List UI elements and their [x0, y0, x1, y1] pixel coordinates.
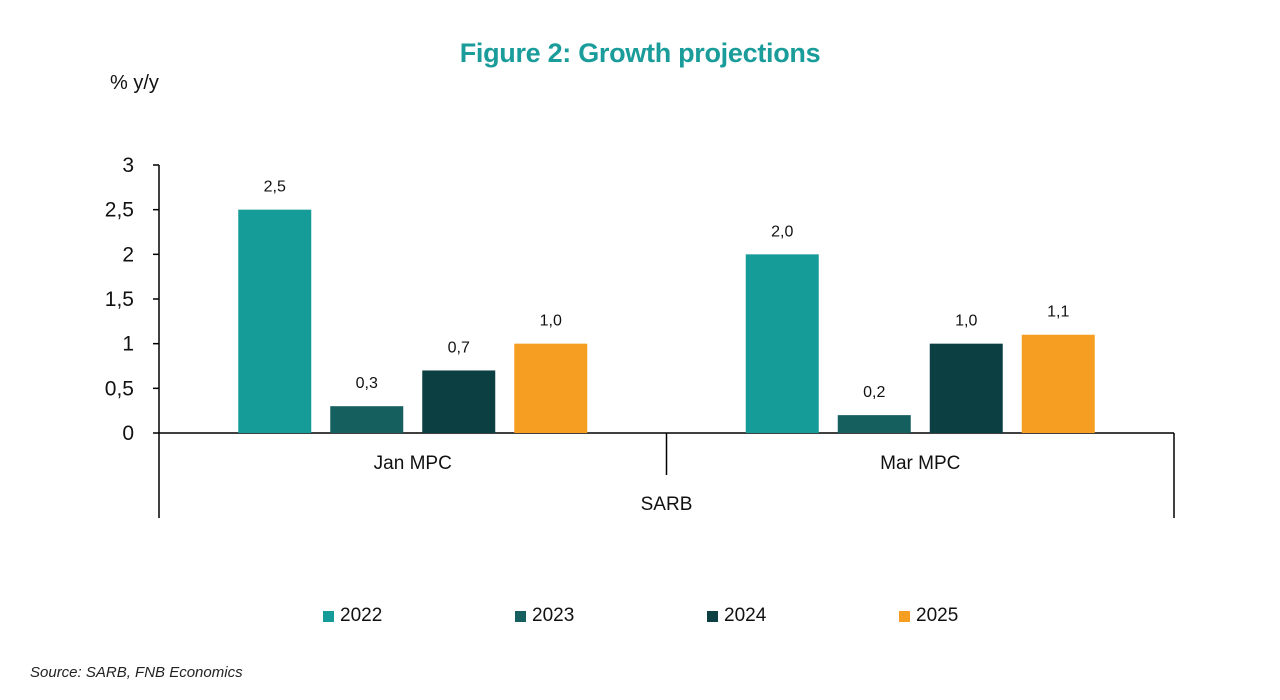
- data-labels: 2,5 0,3 0,7 1,0 2,0 0,2 1,0 1,1: [264, 179, 1070, 401]
- y-tick-label: 3: [122, 154, 134, 177]
- axes: 0 0,5 1 1,5 2 2,5 3 Jan MPC Mar MPC SARB: [105, 154, 1175, 518]
- x-group-label: SARB: [641, 494, 693, 515]
- bar: [422, 370, 496, 433]
- y-tick-label: 0: [122, 422, 134, 445]
- bar-value-label: 1,0: [540, 313, 562, 330]
- bar: [330, 406, 404, 433]
- bar-value-label: 0,3: [356, 375, 378, 392]
- y-tick-label: 1,5: [105, 288, 134, 311]
- bar-value-label: 1,0: [955, 313, 977, 330]
- legend-swatch: [515, 610, 526, 622]
- legend-swatch: [707, 610, 718, 622]
- bar-value-label: 2,0: [771, 223, 793, 240]
- y-tick-label: 0,5: [105, 377, 134, 400]
- legend-item: 2024: [707, 605, 766, 627]
- bars: [238, 209, 1095, 433]
- legend-item: 2025: [899, 605, 958, 627]
- bar: [514, 343, 588, 433]
- legend-label: 2025: [916, 605, 959, 626]
- bar: [238, 209, 312, 433]
- x-category-label: Jan MPC: [374, 453, 452, 474]
- y-tick-label: 2,5: [105, 199, 134, 222]
- bar: [929, 343, 1003, 433]
- bar: [1021, 334, 1095, 433]
- source-note: Source: SARB, FNB Economics: [30, 664, 243, 681]
- y-tick-label: 1: [122, 333, 134, 356]
- bar: [837, 415, 911, 433]
- y-tick-label: 2: [122, 243, 134, 266]
- legend-swatch: [899, 610, 910, 622]
- bar-value-label: 2,5: [264, 179, 286, 196]
- legend-label: 2024: [724, 605, 767, 626]
- legend: 2022 2023 2024 2025: [0, 605, 1280, 633]
- bar-value-label: 0,2: [863, 384, 885, 401]
- bar-value-label: 0,7: [448, 339, 470, 356]
- y-axis-unit-label: % y/y: [110, 72, 159, 94]
- chart-title: Figure 2: Growth projections: [459, 38, 821, 68]
- legend-label: 2022: [340, 605, 383, 626]
- bar-value-label: 1,1: [1047, 304, 1069, 321]
- bar: [745, 254, 819, 433]
- legend-label: 2023: [532, 605, 575, 626]
- legend-swatch: [323, 610, 334, 622]
- x-category-label: Mar MPC: [880, 453, 960, 474]
- legend-item: 2023: [515, 605, 574, 627]
- legend-item: 2022: [323, 605, 382, 627]
